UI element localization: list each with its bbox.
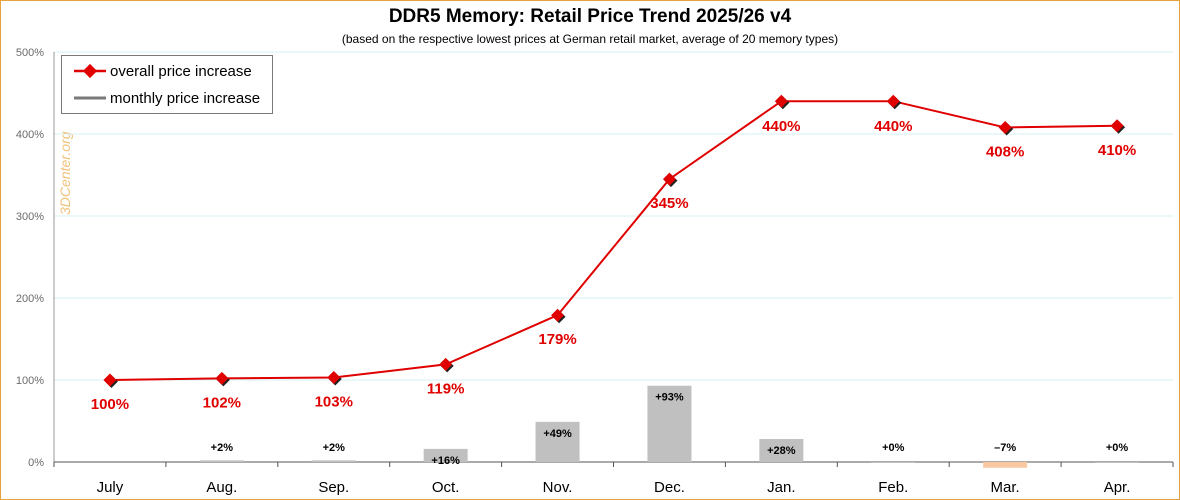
bar-data-label: +49%: [543, 428, 572, 440]
legend-label-monthly: monthly price increase: [110, 89, 261, 107]
x-tick-label: Aug.: [206, 479, 237, 496]
y-tick-label: 300%: [16, 211, 44, 223]
monthly-bar: [535, 421, 580, 462]
point-data-label: 440%: [762, 118, 800, 135]
monthly-bar: [983, 462, 1028, 468]
data-point-marker: [439, 357, 453, 371]
x-tick-label: Dec.: [654, 479, 685, 496]
bar-data-label: +28%: [767, 445, 796, 457]
y-tick-label: 0%: [28, 457, 44, 469]
bar-data-label: +2%: [211, 442, 234, 454]
legend: overall price increase monthly price inc…: [61, 55, 273, 114]
legend-line-marker-icon: [74, 63, 106, 79]
chart-subtitle: (based on the respective lowest prices a…: [341, 32, 839, 46]
legend-bar-swatch-icon: [74, 96, 106, 100]
monthly-bar: [647, 385, 692, 462]
point-data-label: 440%: [874, 118, 912, 135]
monthly-bar: [871, 462, 916, 463]
data-point-marker: [327, 371, 341, 385]
x-tick-label: Mar.: [991, 479, 1020, 496]
point-data-label: 408%: [986, 143, 1024, 160]
bar-data-label: +2%: [323, 442, 346, 454]
y-tick-label: 400%: [16, 129, 44, 141]
bar-data-label: +0%: [1106, 442, 1129, 454]
bar-data-label: –7%: [994, 442, 1016, 454]
point-data-label: 102%: [203, 394, 241, 411]
point-data-label: 103%: [315, 394, 353, 411]
point-data-label: 345%: [650, 195, 688, 212]
overall-series-line: [109, 100, 1118, 381]
legend-item-overall: overall price increase: [72, 61, 252, 81]
y-tick-label: 100%: [16, 375, 44, 387]
data-point-marker: [215, 371, 229, 385]
point-data-label: 100%: [91, 396, 129, 413]
point-data-label: 410%: [1098, 142, 1136, 159]
x-tick-label: Sep.: [318, 479, 349, 496]
bar-data-label: +16%: [431, 455, 460, 467]
data-point-marker: [774, 94, 788, 108]
data-point-marker: [551, 308, 565, 322]
bar-data-label: +93%: [655, 392, 684, 404]
chart-title: DDR5 Memory: Retail Price Trend 2025/26 …: [388, 6, 792, 27]
x-tick-label: Feb.: [878, 479, 908, 496]
x-tick-label: July: [97, 479, 124, 496]
x-tick-label: Apr.: [1104, 479, 1131, 496]
monthly-bar: [1095, 462, 1140, 463]
data-point-marker: [886, 94, 900, 108]
data-point-marker: [1110, 119, 1124, 133]
monthly-bar: [759, 439, 804, 462]
bar-data-label: +0%: [882, 442, 905, 454]
data-point-marker: [662, 172, 676, 186]
legend-item-monthly: monthly price increase: [72, 88, 260, 108]
x-tick-label: Oct.: [432, 479, 460, 496]
point-data-label: 119%: [427, 380, 465, 397]
x-tick-label: Nov.: [543, 479, 573, 496]
data-point-marker: [998, 120, 1012, 134]
data-point-marker: [103, 373, 117, 387]
x-tick-label: Jan.: [767, 479, 795, 496]
y-tick-label: 200%: [16, 293, 44, 305]
legend-label-overall: overall price increase: [110, 62, 252, 80]
monthly-bar: [423, 448, 468, 462]
point-data-label: 179%: [538, 331, 576, 348]
monthly-bar: [199, 460, 244, 462]
y-tick-label: 500%: [16, 47, 44, 59]
monthly-bar: [311, 460, 356, 462]
